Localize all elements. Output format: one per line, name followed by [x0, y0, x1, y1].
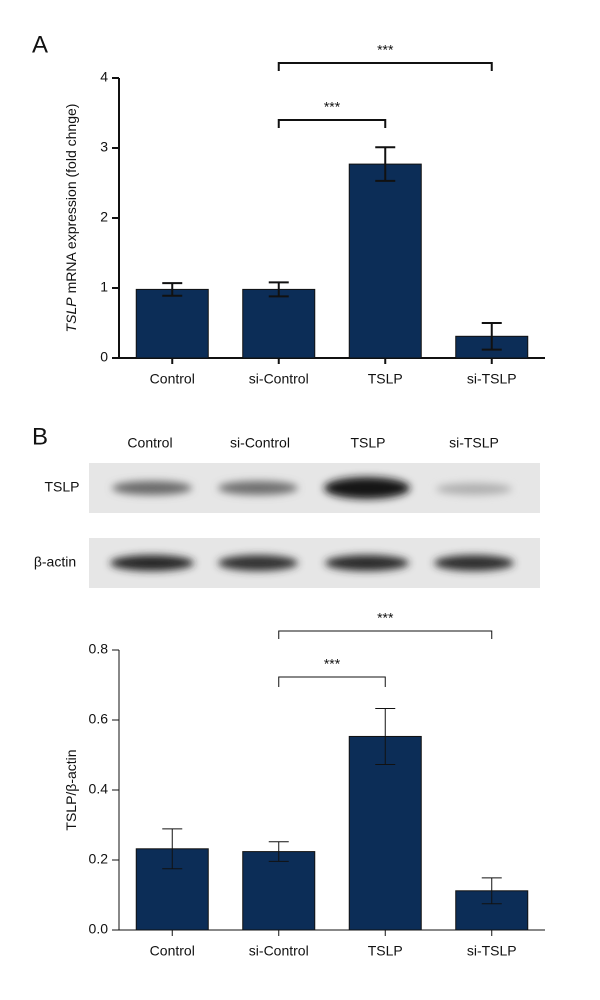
panel-label: B — [32, 423, 48, 450]
significance-bracket — [278, 676, 386, 687]
y-tick-label: 3 — [100, 139, 108, 155]
bar — [348, 163, 422, 359]
lane-label: Control — [127, 435, 172, 451]
x-tick-label: si-TSLP — [467, 943, 517, 959]
y-tick-label: 0.0 — [89, 921, 109, 937]
x-tick-label: si-TSLP — [467, 371, 517, 387]
significance-bracket — [277, 119, 387, 128]
x-tick-label: TSLP — [368, 371, 403, 387]
x-tick-label: si-Control — [249, 371, 309, 387]
significance-label: *** — [377, 610, 394, 626]
significance-label: *** — [324, 99, 341, 115]
blot-strip — [89, 463, 540, 513]
bar — [135, 288, 209, 359]
y-tick-label: 0.8 — [89, 641, 109, 657]
y-tick-label: 0.4 — [89, 781, 109, 797]
y-axis-label-part: TSLP/β-actin — [63, 749, 79, 830]
y-tick-label: 4 — [100, 69, 108, 85]
significance-bracket — [277, 62, 493, 71]
row-label: β-actin — [34, 554, 76, 570]
blot-strip — [89, 538, 540, 588]
lane-label: si-TSLP — [449, 435, 499, 451]
panel-label: A — [32, 31, 48, 58]
lane-label: TSLP — [350, 435, 385, 451]
y-tick-label: 2 — [100, 209, 108, 225]
y-axis-label: TSLP mRNA expression (fold chnge) — [63, 104, 79, 333]
x-tick-label: TSLP — [368, 943, 403, 959]
significance-bracket — [278, 630, 493, 639]
bar — [242, 851, 316, 931]
y-tick-label: 1 — [100, 279, 108, 295]
lane-label: si-Control — [230, 435, 290, 451]
y-tick-label: 0.2 — [89, 851, 109, 867]
bar — [348, 735, 422, 931]
y-tick-label: 0 — [100, 349, 108, 365]
y-axis-label: TSLP/β-actin — [63, 749, 79, 830]
significance-label: *** — [324, 656, 341, 672]
y-axis-label-part: mRNA expression (fold chnge) — [63, 104, 79, 294]
x-tick-label: Control — [150, 371, 195, 387]
row-label: TSLP — [44, 479, 79, 495]
y-tick-label: 0.6 — [89, 711, 109, 727]
bar — [242, 288, 316, 359]
significance-label: *** — [377, 42, 394, 58]
x-tick-label: si-Control — [249, 943, 309, 959]
x-tick-label: Control — [150, 943, 195, 959]
y-axis-label-part: TSLP — [63, 297, 79, 333]
